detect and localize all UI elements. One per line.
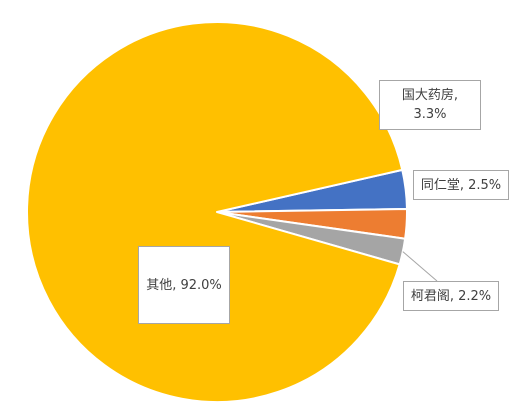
data-label-guoda-line1: 国大药房, — [401, 88, 459, 103]
leader-line-kejunge — [402, 251, 438, 282]
leader-lines — [402, 251, 438, 282]
data-label-guoda: 国大药房, 3.3% — [379, 80, 481, 130]
pie-slices — [26, 21, 408, 403]
data-label-tongrentang: 同仁堂, 2.5% — [413, 170, 509, 200]
data-label-other: 其他, 92.0% — [138, 246, 230, 324]
data-label-kejunge-text: 柯君阁, 2.2% — [410, 288, 492, 304]
data-label-guoda-line2: 3.3% — [413, 107, 447, 122]
data-label-other-text: 其他, 92.0% — [146, 277, 222, 293]
pie-slice-other — [26, 21, 404, 403]
data-label-kejunge: 柯君阁, 2.2% — [403, 281, 499, 311]
data-label-tongrentang-text: 同仁堂, 2.5% — [420, 177, 502, 193]
